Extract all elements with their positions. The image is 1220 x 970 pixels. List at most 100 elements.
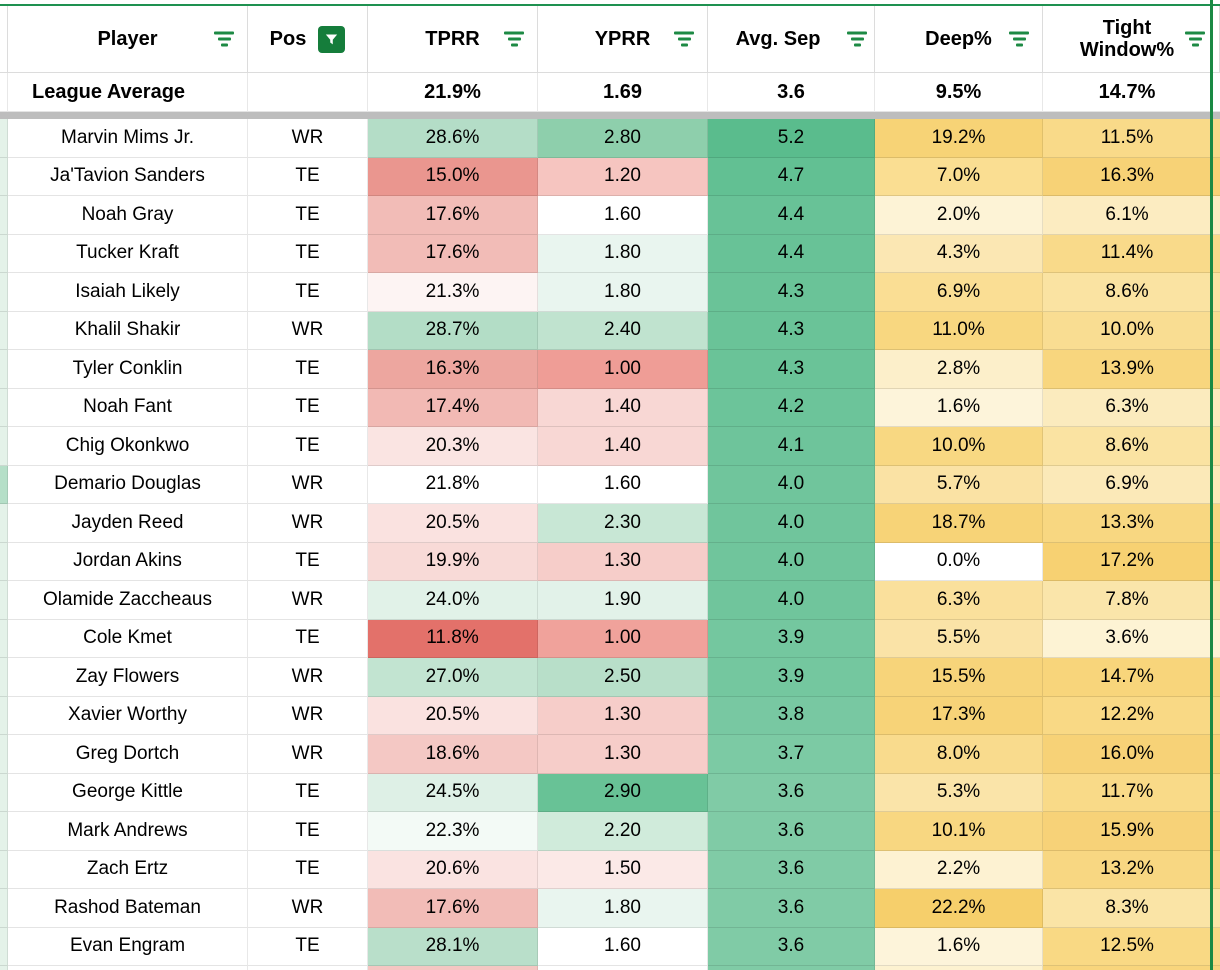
column-header-player[interactable]: Player — [8, 6, 248, 73]
deep-cell[interactable]: 7.0% — [875, 157, 1043, 196]
tprr-cell[interactable]: 21.3% — [368, 273, 538, 312]
yprr-cell[interactable]: 2.80 — [538, 119, 708, 158]
pos-cell[interactable]: WR — [248, 465, 368, 504]
player-cell[interactable]: Zach Ertz — [8, 850, 248, 889]
pos-cell[interactable]: WR — [248, 581, 368, 620]
tight-window-cell[interactable]: 10.0% — [1043, 311, 1212, 350]
avg-sep-cell[interactable]: 4.1 — [708, 427, 875, 466]
player-cell[interactable]: Noah Gray — [8, 196, 248, 235]
deep-cell[interactable]: 19.2% — [875, 119, 1043, 158]
deep-cell[interactable]: 5.5% — [875, 619, 1043, 658]
avg-sep-cell[interactable]: 3.6 — [708, 812, 875, 851]
tprr-cell[interactable]: 19.9% — [368, 542, 538, 581]
tight-window-cell[interactable]: 16.0% — [1043, 735, 1212, 774]
yprr-cell[interactable]: 1.30 — [538, 542, 708, 581]
yprr-cell[interactable]: 1.60 — [538, 465, 708, 504]
avg-sep-cell[interactable]: 4.0 — [708, 504, 875, 543]
tight-window-cell[interactable]: 11.5% — [1043, 119, 1212, 158]
player-cell[interactable]: Zay Flowers — [8, 658, 248, 697]
filter-lines-icon[interactable] — [213, 31, 235, 47]
yprr-cell[interactable]: 2.90 — [538, 773, 708, 812]
pos-cell[interactable]: WR — [248, 735, 368, 774]
pos-cell[interactable]: TE — [248, 234, 368, 273]
deep-cell[interactable]: 2.8% — [875, 350, 1043, 389]
tprr-cell[interactable]: 24.5% — [368, 773, 538, 812]
tight-window-cell[interactable]: 8.6% — [1043, 427, 1212, 466]
avg-sep-cell[interactable]: 3.6 — [708, 889, 875, 928]
deep-cell[interactable]: 8.0% — [875, 735, 1043, 774]
league-average-deep-cell[interactable]: 9.5% — [875, 73, 1043, 112]
league-average-tprr-cell[interactable]: 21.9% — [368, 73, 538, 112]
pos-cell[interactable]: WR — [248, 696, 368, 735]
player-cell[interactable]: Cole Kmet — [8, 619, 248, 658]
filter-funnel-active-icon[interactable] — [318, 25, 346, 53]
player-cell[interactable]: Tucker Kraft — [8, 234, 248, 273]
tight-window-cell[interactable]: 6.9% — [1043, 465, 1212, 504]
column-header-yprr[interactable]: YPRR — [538, 6, 708, 73]
deep-cell[interactable]: 1.6% — [875, 388, 1043, 427]
deep-cell[interactable]: 6.9% — [875, 273, 1043, 312]
tprr-cell[interactable]: 20.3% — [368, 427, 538, 466]
deep-cell[interactable]: 10.0% — [875, 427, 1043, 466]
yprr-cell[interactable]: 1.60 — [538, 196, 708, 235]
pos-cell[interactable]: TE — [248, 542, 368, 581]
avg-sep-cell[interactable] — [708, 966, 875, 970]
yprr-cell[interactable]: 2.50 — [538, 658, 708, 697]
tprr-cell[interactable]: 20.6% — [368, 850, 538, 889]
avg-sep-cell[interactable]: 3.6 — [708, 773, 875, 812]
player-cell[interactable]: Greg Dortch — [8, 735, 248, 774]
deep-cell[interactable]: 0.0% — [875, 542, 1043, 581]
tprr-cell[interactable]: 16.3% — [368, 350, 538, 389]
player-cell[interactable]: Khalil Shakir — [8, 311, 248, 350]
column-header-tprr[interactable]: TPRR — [368, 6, 538, 73]
avg-sep-cell[interactable]: 4.3 — [708, 311, 875, 350]
avg-sep-cell[interactable]: 4.0 — [708, 581, 875, 620]
pos-cell[interactable]: WR — [248, 119, 368, 158]
tight-window-cell[interactable]: 16.3% — [1043, 157, 1212, 196]
avg-sep-cell[interactable]: 4.2 — [708, 388, 875, 427]
avg-sep-cell[interactable]: 4.0 — [708, 465, 875, 504]
yprr-cell[interactable] — [538, 966, 708, 970]
tprr-cell[interactable]: 28.6% — [368, 119, 538, 158]
tight-window-cell[interactable]: 15.9% — [1043, 812, 1212, 851]
deep-cell[interactable]: 5.3% — [875, 773, 1043, 812]
player-cell[interactable]: Xavier Worthy — [8, 696, 248, 735]
deep-cell[interactable]: 11.0% — [875, 311, 1043, 350]
column-header-deep[interactable]: Deep% — [875, 6, 1043, 73]
deep-cell[interactable]: 10.1% — [875, 812, 1043, 851]
tight-window-cell[interactable]: 11.7% — [1043, 773, 1212, 812]
tprr-cell[interactable]: 28.7% — [368, 311, 538, 350]
avg-sep-cell[interactable]: 3.7 — [708, 735, 875, 774]
avg-sep-cell[interactable]: 4.7 — [708, 157, 875, 196]
column-header-pos[interactable]: Pos — [248, 6, 368, 73]
filter-lines-icon[interactable] — [673, 31, 695, 47]
tight-window-cell[interactable]: 13.3% — [1043, 504, 1212, 543]
player-cell[interactable]: Demario Douglas — [8, 465, 248, 504]
yprr-cell[interactable]: 1.80 — [538, 273, 708, 312]
pos-cell[interactable]: TE — [248, 427, 368, 466]
deep-cell[interactable]: 2.2% — [875, 850, 1043, 889]
frozen-rows-divider[interactable] — [0, 112, 1220, 119]
yprr-cell[interactable]: 1.00 — [538, 619, 708, 658]
avg-sep-cell[interactable]: 3.9 — [708, 658, 875, 697]
avg-sep-cell[interactable]: 3.6 — [708, 850, 875, 889]
pos-cell[interactable]: WR — [248, 311, 368, 350]
column-header-tight-window[interactable]: Tight Window% — [1043, 6, 1212, 73]
league-average-pos-cell[interactable] — [248, 73, 368, 112]
avg-sep-cell[interactable]: 3.9 — [708, 619, 875, 658]
deep-cell[interactable]: 18.7% — [875, 504, 1043, 543]
yprr-cell[interactable]: 1.00 — [538, 350, 708, 389]
pos-cell[interactable]: WR — [248, 504, 368, 543]
player-cell[interactable]: Jayden Reed — [8, 504, 248, 543]
yprr-cell[interactable]: 1.20 — [538, 157, 708, 196]
deep-cell[interactable]: 15.5% — [875, 658, 1043, 697]
pos-cell[interactable]: TE — [248, 157, 368, 196]
filter-lines-icon[interactable] — [846, 31, 868, 47]
pos-cell[interactable]: TE — [248, 388, 368, 427]
tprr-cell[interactable] — [368, 966, 538, 970]
tprr-cell[interactable]: 17.6% — [368, 889, 538, 928]
pos-cell[interactable]: WR — [248, 889, 368, 928]
league-average-tight-window-cell[interactable]: 14.7% — [1043, 73, 1212, 112]
tight-window-cell[interactable]: 14.7% — [1043, 658, 1212, 697]
deep-cell[interactable] — [875, 966, 1043, 970]
